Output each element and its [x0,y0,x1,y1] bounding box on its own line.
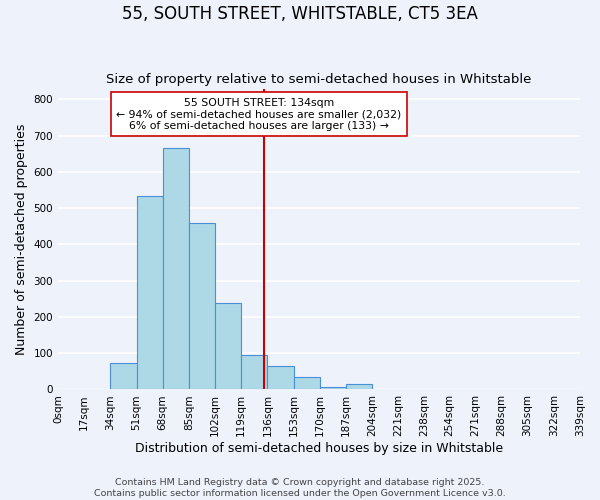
Bar [320,386,346,390]
Bar [189,224,215,390]
Bar [293,377,320,390]
Bar [110,364,137,390]
Bar [268,366,293,390]
Text: 55, SOUTH STREET, WHITSTABLE, CT5 3EA: 55, SOUTH STREET, WHITSTABLE, CT5 3EA [122,5,478,23]
Bar [58,388,84,390]
Bar [241,354,268,390]
Bar [137,196,163,390]
Y-axis label: Number of semi-detached properties: Number of semi-detached properties [15,124,28,354]
Bar [372,388,398,390]
Bar [215,303,241,390]
Text: 55 SOUTH STREET: 134sqm
← 94% of semi-detached houses are smaller (2,032)
6% of : 55 SOUTH STREET: 134sqm ← 94% of semi-de… [116,98,401,131]
Text: Contains HM Land Registry data © Crown copyright and database right 2025.
Contai: Contains HM Land Registry data © Crown c… [94,478,506,498]
Title: Size of property relative to semi-detached houses in Whitstable: Size of property relative to semi-detach… [106,73,532,86]
Bar [346,384,372,390]
Bar [163,148,189,390]
X-axis label: Distribution of semi-detached houses by size in Whitstable: Distribution of semi-detached houses by … [135,442,503,455]
